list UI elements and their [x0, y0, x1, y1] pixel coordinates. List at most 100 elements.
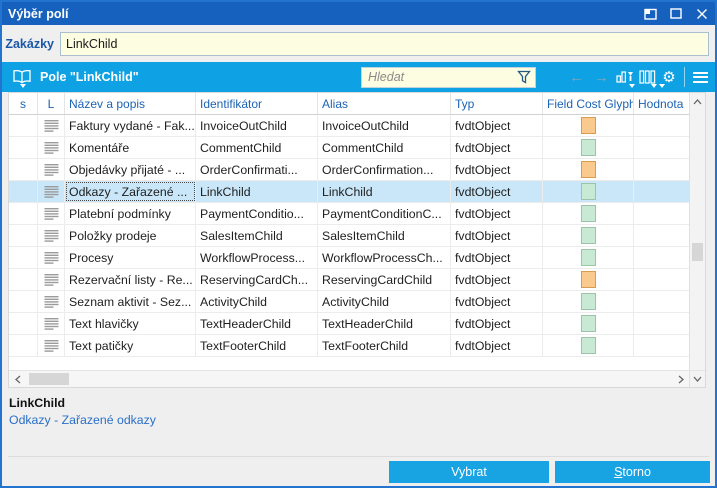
column-header-name[interactable]: Název a popis: [65, 93, 196, 114]
row-lines-icon: [38, 269, 65, 290]
forward-arrow-icon[interactable]: →: [594, 68, 609, 86]
cell-alias: OrderConfirmation...: [318, 159, 451, 180]
column-header-id[interactable]: Identifikátor: [196, 93, 318, 114]
field-cost-glyph-green: [580, 249, 596, 266]
pane-title: Pole "LinkChild": [40, 70, 139, 84]
row-lines-icon: [38, 181, 65, 202]
settings-gear-icon[interactable]: ⚙: [658, 66, 680, 88]
cell-name: Procesy: [65, 247, 196, 268]
maximize-button[interactable]: [669, 7, 683, 21]
row-lines-icon: [38, 335, 65, 356]
filter-funnel-icon[interactable]: [517, 70, 531, 85]
field-cost-glyph-orange: [580, 271, 596, 288]
columns-icon[interactable]: [636, 66, 658, 88]
select-button[interactable]: Vybrat: [389, 460, 549, 483]
chart-view-icon[interactable]: [614, 66, 636, 88]
cell-s: [9, 159, 38, 180]
cell-alias: TextFooterChild: [318, 335, 451, 356]
cell-glyph: [543, 247, 634, 268]
table-empty-area: [9, 357, 689, 370]
cell-type: fvdtObject: [451, 203, 543, 224]
cell-s: [9, 335, 38, 356]
cell-value: [634, 159, 689, 180]
cell-alias: TextHeaderChild: [318, 313, 451, 334]
field-cost-glyph-orange: [580, 117, 596, 134]
cell-name: Faktury vydané - Fak...: [65, 115, 196, 136]
close-button[interactable]: [695, 7, 709, 21]
column-header-s[interactable]: s: [9, 93, 38, 114]
cell-s: [9, 203, 38, 224]
vertical-scroll-thumb[interactable]: [692, 243, 703, 261]
menu-hamburger-icon[interactable]: [689, 66, 711, 88]
table-row[interactable]: Platební podmínky PaymentConditio... Payme…: [9, 203, 689, 225]
cell-value: [634, 269, 689, 290]
field-cost-glyph-green: [580, 293, 596, 310]
column-header-l[interactable]: L: [38, 93, 65, 114]
open-book-icon[interactable]: [12, 69, 32, 88]
search-input[interactable]: [368, 70, 517, 84]
horizontal-scrollbar[interactable]: [9, 371, 689, 387]
cell-alias: ActivityChild: [318, 291, 451, 312]
cell-name: Seznam aktivit - Sez...: [65, 291, 196, 312]
pin-icon: [643, 8, 657, 20]
cell-name: Objedávky přijaté - ...: [65, 159, 196, 180]
field-cost-glyph-green: [580, 205, 596, 222]
column-header-typ[interactable]: Typ: [451, 93, 543, 114]
vertical-scrollbar[interactable]: [689, 93, 705, 370]
table-row[interactable]: Komentáře CommentChild CommentChild fvdtObj…: [9, 137, 689, 159]
cell-s: [9, 247, 38, 268]
pin-window-button[interactable]: [643, 7, 657, 21]
close-icon: [696, 8, 708, 20]
book-dropdown-caret-icon: [20, 83, 26, 88]
table-row[interactable]: Odkazy - Zařazené ... LinkChild LinkChild f…: [9, 181, 689, 203]
table-row[interactable]: Procesy WorkflowProcess... WorkflowProcess…: [9, 247, 689, 269]
back-arrow-icon[interactable]: ←: [569, 68, 584, 86]
column-header-alias[interactable]: Alias: [318, 93, 451, 114]
horizontal-scroll-thumb[interactable]: [29, 373, 69, 385]
field-cost-glyph-green: [580, 315, 596, 332]
cell-identifier: LinkChild: [196, 181, 318, 202]
cell-name: Komentáře: [65, 137, 196, 158]
cell-value: [634, 115, 689, 136]
toolbar-separator: [684, 67, 685, 87]
field-cost-glyph-green: [580, 183, 596, 200]
column-header-glyph[interactable]: Field Cost Glyph: [543, 93, 634, 114]
cell-s: [9, 313, 38, 334]
selected-field-description: Odkazy - Zařazené odkazy: [9, 413, 156, 427]
cell-glyph: [543, 203, 634, 224]
column-header-hodnota[interactable]: Hodnota: [638, 96, 684, 111]
cell-name: Platební podmínky: [65, 203, 196, 224]
table-row[interactable]: Položky prodeje SalesItemChild SalesItemCh…: [9, 225, 689, 247]
table-row[interactable]: Objedávky přijaté - ... OrderConfirmati..…: [9, 159, 689, 181]
cell-glyph: [543, 291, 634, 312]
chart-dropdown-caret-icon: [629, 84, 635, 88]
field-cost-glyph-green: [580, 227, 596, 244]
cell-value: [634, 313, 689, 334]
cell-type: fvdtObject: [451, 115, 543, 136]
cell-glyph: [543, 225, 634, 246]
field-cost-glyph-green: [580, 337, 596, 354]
cell-value: [634, 203, 689, 224]
cell-type: fvdtObject: [451, 181, 543, 202]
scroll-left-icon[interactable]: [9, 371, 26, 387]
cell-glyph: [543, 181, 634, 202]
table-row[interactable]: Rezervační listy - Re... ReservingCardCh.…: [9, 269, 689, 291]
cell-type: fvdtObject: [451, 335, 543, 356]
cell-identifier: ReservingCardCh...: [196, 269, 318, 290]
table-row[interactable]: Text hlavičky TextHeaderChild TextHeaderCh…: [9, 313, 689, 335]
table-row[interactable]: Seznam aktivit - Sez... ActivityChild Acti…: [9, 291, 689, 313]
status-area: LinkChild Odkazy - Zařazené odkazy: [2, 388, 715, 456]
titlebar[interactable]: Výběr polí: [2, 2, 715, 25]
search-box[interactable]: [361, 66, 536, 88]
cell-value: [634, 291, 689, 312]
table-row[interactable]: Faktury vydané - Fak... InvoiceOutChild In…: [9, 115, 689, 137]
cell-glyph: [543, 269, 634, 290]
cell-name: Odkazy - Zařazené ...: [65, 181, 196, 202]
scroll-up-icon[interactable]: [690, 93, 705, 110]
cell-s: [9, 137, 38, 158]
scroll-right-icon[interactable]: [672, 371, 689, 387]
scroll-down-icon[interactable]: [689, 371, 705, 387]
filter-input[interactable]: [60, 31, 709, 56]
table-row[interactable]: Text patičky TextFooterChild TextFooterChi…: [9, 335, 689, 357]
